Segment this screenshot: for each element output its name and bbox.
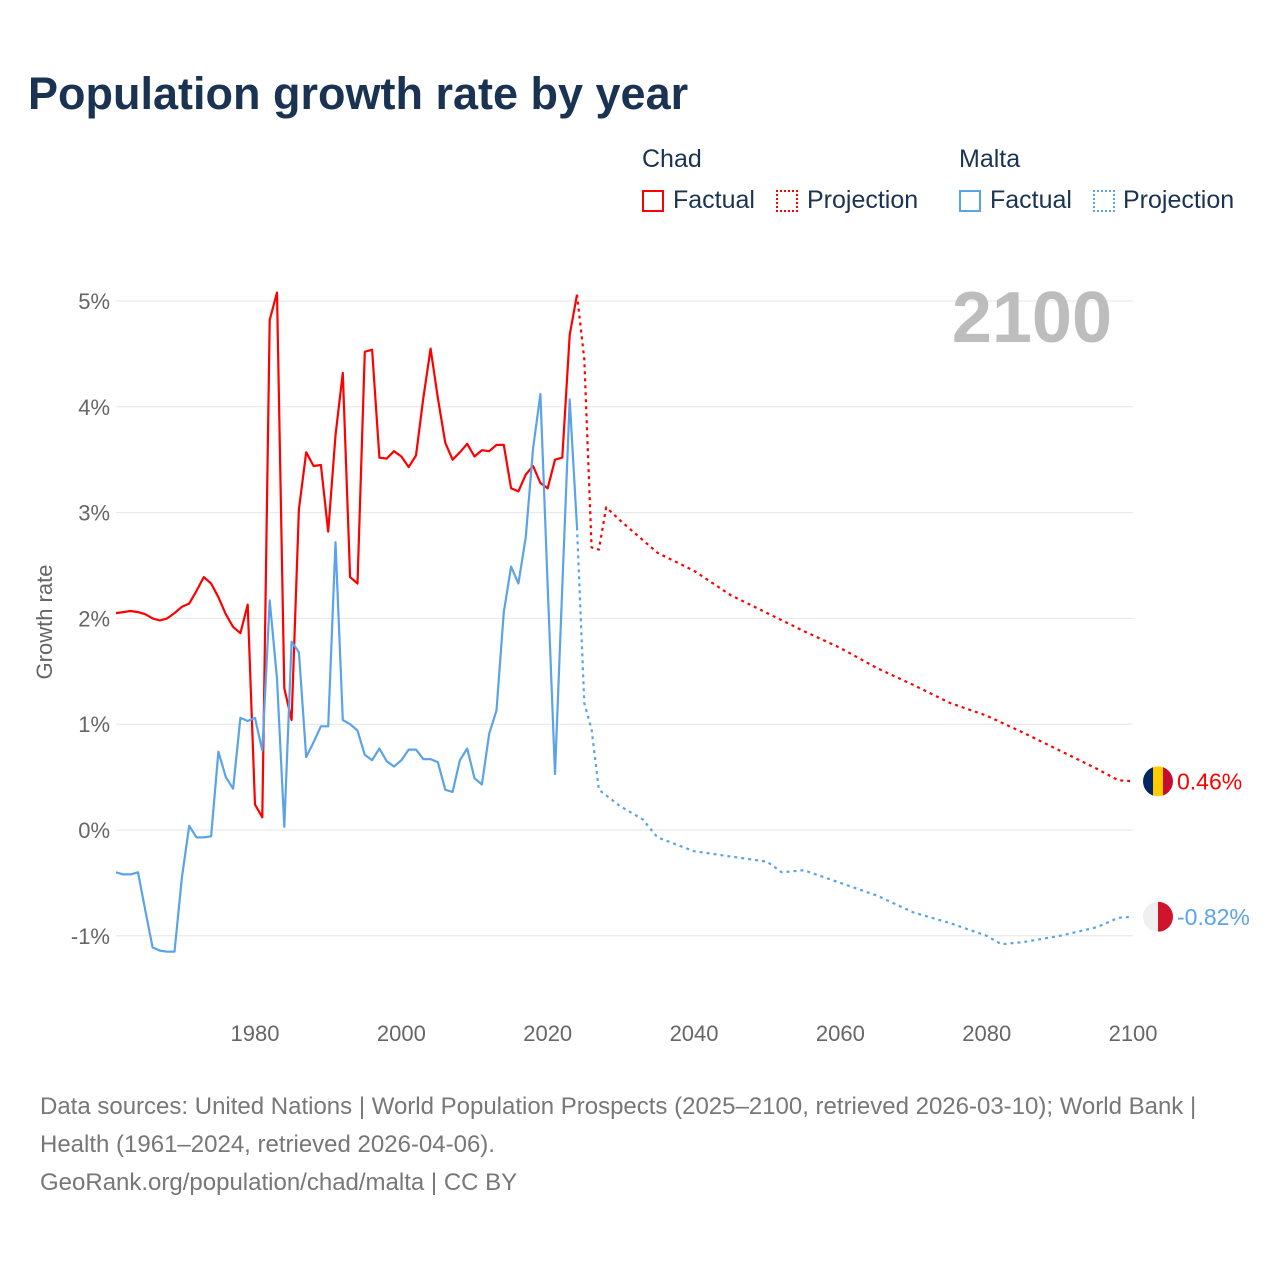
legend-group-chad: Chad: [642, 145, 702, 173]
end-value-label: 0.46%: [1177, 768, 1242, 794]
credit-link[interactable]: GeoRank.org/population/chad/malta | CC B…: [40, 1169, 518, 1196]
legend-group-malta: Malta: [959, 145, 1021, 173]
series-line-malta-factual: [115, 393, 579, 953]
year-watermark: 2100: [952, 278, 1112, 358]
x-tick-label: 1980: [231, 1021, 280, 1046]
x-tick-label: 2080: [962, 1021, 1011, 1046]
x-tick-label: 2040: [670, 1021, 719, 1046]
y-tick-label: 5%: [78, 289, 110, 314]
footer: Data sources: United Nations | World Pop…: [40, 1088, 1240, 1202]
malta-flag-icon: [1143, 901, 1173, 932]
x-tick-label: 2100: [1109, 1021, 1158, 1046]
y-tick-label: 1%: [78, 712, 110, 737]
end-value-label: -0.82%: [1177, 904, 1250, 930]
series-line-malta-projection: [575, 527, 1134, 946]
x-tick-label: 2000: [377, 1021, 426, 1046]
y-axis-label: Growth rate: [32, 565, 57, 680]
y-tick-label: 2%: [78, 606, 110, 631]
y-tick-label: 0%: [78, 818, 110, 843]
chart-title: Population growth rate by year: [28, 68, 689, 119]
legend-malta-factual[interactable]: Factual: [990, 186, 1072, 214]
legend-swatch-chad-factual: [642, 190, 664, 212]
y-tick-label: 4%: [78, 395, 110, 420]
legend-chad-factual[interactable]: Factual: [673, 186, 755, 214]
legend-swatch-malta-projection: [1093, 190, 1115, 212]
series-line-chad-projection: [575, 294, 1134, 783]
data-sources: Data sources: United Nations | World Pop…: [40, 1093, 1197, 1158]
y-tick-label: -1%: [71, 924, 110, 949]
legend-swatch-chad-projection: [776, 190, 798, 212]
chad-flag-icon: [1143, 766, 1173, 797]
legend-swatch-malta-factual: [959, 190, 981, 212]
y-tick-label: 3%: [78, 501, 110, 526]
legend-malta-projection[interactable]: Projection: [1123, 186, 1235, 214]
series-line-chad-factual: [115, 291, 579, 819]
x-tick-label: 2020: [523, 1021, 572, 1046]
legend-chad-projection[interactable]: Projection: [807, 186, 919, 214]
x-tick-label: 2060: [816, 1021, 865, 1046]
